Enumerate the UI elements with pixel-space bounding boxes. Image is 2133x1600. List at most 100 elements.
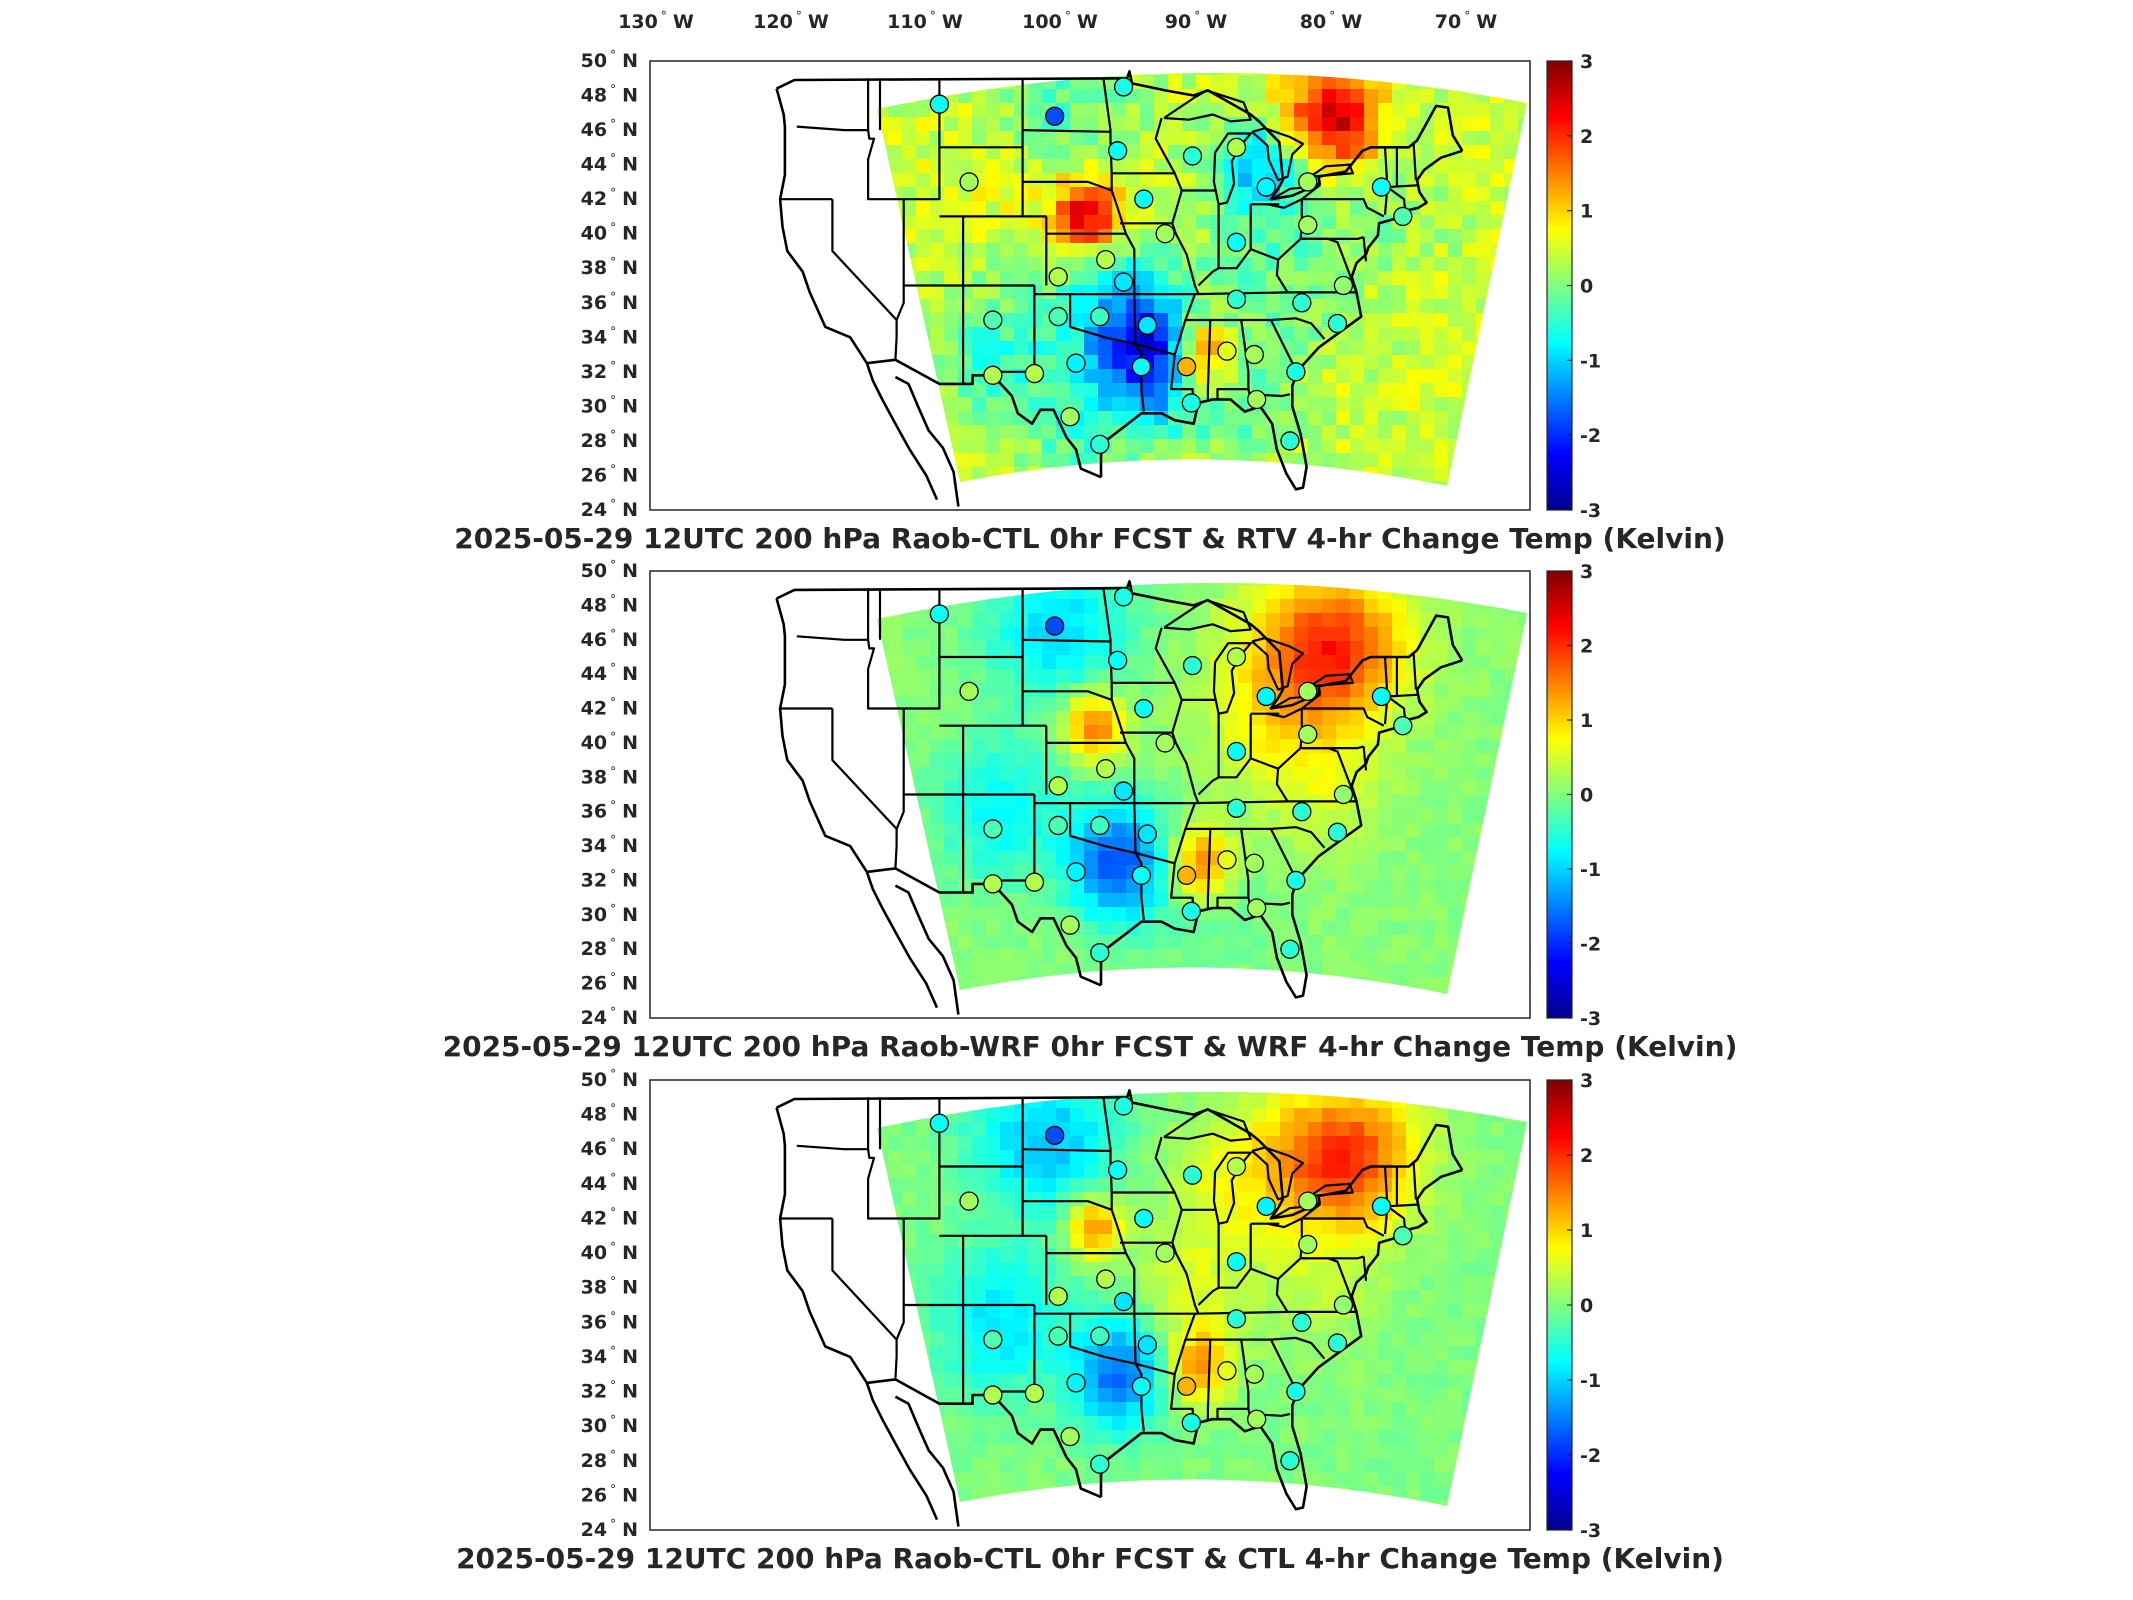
latitude-tick-label: 42 ° N (581, 186, 638, 210)
colorbar-tick-label: 0 (1580, 1295, 1593, 1317)
colorbar-tick-label: 3 (1580, 51, 1593, 73)
temperature-field (877, 72, 1527, 486)
raob-station-marker (959, 172, 979, 192)
colorbar-tick-label: 2 (1580, 1145, 1593, 1167)
panel-title: 2025-05-29 12UTC 200 hPa Raob-WRF 0hr FC… (443, 1030, 1738, 1063)
state-boundaries (775, 70, 1464, 507)
map-axes-frame (649, 1079, 1531, 1531)
raob-station-marker (1107, 650, 1128, 671)
latitude-tick-label: 30 ° N (581, 393, 638, 417)
colorbar-tick-label: -1 (1580, 859, 1601, 881)
raob-station-marker (1113, 1291, 1134, 1312)
raob-station-marker (929, 94, 950, 114)
latitude-tick-label: 42 ° N (581, 696, 638, 720)
panels: 50 ° N 48 ° N 46 ° N 44 ° N 42 ° N 40 ° N 38 ° N 36 ° N 34 ° N 32 ° N… (443, 48, 1738, 1575)
raob-station-marker (1096, 759, 1116, 779)
raob-station-marker (1181, 1413, 1201, 1433)
raob-station-marker (1176, 865, 1197, 885)
raob-station-marker (1113, 781, 1134, 801)
latitude-labels: 50 ° N 48 ° N 46 ° N 44 ° N 42 ° N 40 ° N 38 ° N 36 ° N 34 ° N 32 ° N… (581, 558, 638, 1029)
raob-station-marker (1333, 1295, 1354, 1315)
map-panel-3: 50 ° N 48 ° N 46 ° N 44 ° N 42 ° N 40 ° N 38 ° N 36 ° N 34 ° N 32 ° N… (456, 1067, 1724, 1575)
latitude-tick-label: 50 ° N (581, 1067, 638, 1091)
raob-station-marker (1181, 393, 1201, 413)
raob-station-marker (1090, 1454, 1110, 1474)
raob-station-marker (1176, 357, 1197, 377)
raob-station-marker (1280, 1451, 1300, 1471)
raob-station-marker (1182, 655, 1203, 676)
raob-station-marker (1280, 939, 1300, 959)
raob-station-marker (1024, 363, 1045, 384)
raob-station-marker (1090, 306, 1110, 327)
latitude-tick-label: 26 ° N (581, 462, 638, 486)
map-axes-frame (649, 570, 1531, 1019)
raob-station-marker (1176, 1376, 1197, 1396)
colorbar-tick-label: -2 (1580, 425, 1601, 447)
raob-station-marker (1060, 915, 1080, 935)
raob-station-marker (1226, 137, 1247, 157)
raob-station-marker (1131, 357, 1152, 377)
raob-station-marker (1244, 1364, 1264, 1384)
map-panel-1: 50 ° N 48 ° N 46 ° N 44 ° N 42 ° N 40 ° N 38 ° N 36 ° N 34 ° N 32 ° N… (454, 48, 1725, 555)
raob-stations (929, 587, 1413, 963)
raob-station-marker (1247, 898, 1267, 918)
raob-station-marker (1286, 362, 1306, 382)
raob-station-marker (1048, 776, 1068, 796)
raob-station-marker (983, 874, 1003, 894)
longitude-tick-label: 80 ° W (1300, 9, 1362, 33)
raob-station-marker (1244, 344, 1264, 365)
colorbar-tick-label: -3 (1580, 1520, 1601, 1542)
raob-station-marker (1155, 224, 1175, 244)
colorbar: 3 2 1 0 -1 -2 -3 (1546, 1070, 1601, 1542)
raob-station-marker (1333, 784, 1354, 805)
raob-station-marker (1217, 850, 1237, 870)
raob-station-marker (1090, 943, 1110, 963)
raob-station-marker (1247, 389, 1267, 410)
raob-station-marker (1090, 1326, 1110, 1346)
raob-station-marker (959, 681, 979, 701)
raob-station-marker (1155, 1243, 1175, 1263)
raob-station-marker (1256, 177, 1276, 197)
latitude-labels: 50 ° N 48 ° N 46 ° N 44 ° N 42 ° N 40 ° N 38 ° N 36 ° N 34 ° N 32 ° N… (581, 1067, 638, 1541)
longitude-tick-label: 120 ° W (753, 9, 829, 33)
latitude-tick-label: 48 ° N (581, 592, 638, 616)
latitude-tick-label: 26 ° N (581, 971, 638, 995)
raob-station-marker (1048, 815, 1068, 836)
raob-station-marker (983, 1385, 1003, 1405)
colorbar-tick-label: -1 (1580, 350, 1601, 372)
colorbar-tick-label: 3 (1580, 561, 1593, 583)
latitude-tick-label: 48 ° N (581, 83, 638, 107)
raob-station-marker (929, 1113, 950, 1133)
raob-station-marker (1044, 106, 1065, 126)
raob-station-marker (1333, 275, 1354, 296)
latitude-tick-label: 24 ° N (581, 497, 638, 521)
raob-station-marker (1113, 272, 1134, 292)
raob-station-marker (1298, 1234, 1318, 1255)
longitude-tick-label: 70 ° W (1435, 9, 1497, 33)
raob-station-marker (1060, 1426, 1080, 1447)
raob-station-marker (983, 365, 1003, 385)
colorbar-tick-label: 2 (1580, 126, 1593, 148)
raob-station-marker (1226, 1156, 1247, 1177)
raob-station-marker (1048, 1286, 1068, 1306)
raob-station-marker (1048, 1326, 1068, 1346)
latitude-tick-label: 28 ° N (581, 1448, 638, 1472)
raob-station-marker (1327, 313, 1348, 334)
latitude-tick-label: 36 ° N (581, 799, 638, 823)
latitude-tick-label: 32 ° N (581, 359, 638, 383)
longitude-tick-label: 90 ° W (1165, 9, 1227, 33)
raob-station-marker (1090, 815, 1110, 836)
raob-station-marker (1286, 870, 1306, 891)
colorbar-tick-label: 1 (1580, 1220, 1593, 1242)
raob-station-marker (1327, 822, 1348, 842)
raob-stations (929, 1096, 1413, 1474)
raob-station-marker (1060, 407, 1080, 427)
longitude-tick-label: 110 ° W (887, 9, 963, 33)
latitude-tick-label: 44 ° N (581, 661, 638, 685)
latitude-tick-label: 30 ° N (581, 902, 638, 926)
raob-station-marker (1298, 1191, 1318, 1211)
raob-station-marker (1226, 798, 1247, 818)
colorbar-tick-label: 0 (1580, 276, 1593, 298)
raob-station-marker (1247, 1409, 1267, 1429)
